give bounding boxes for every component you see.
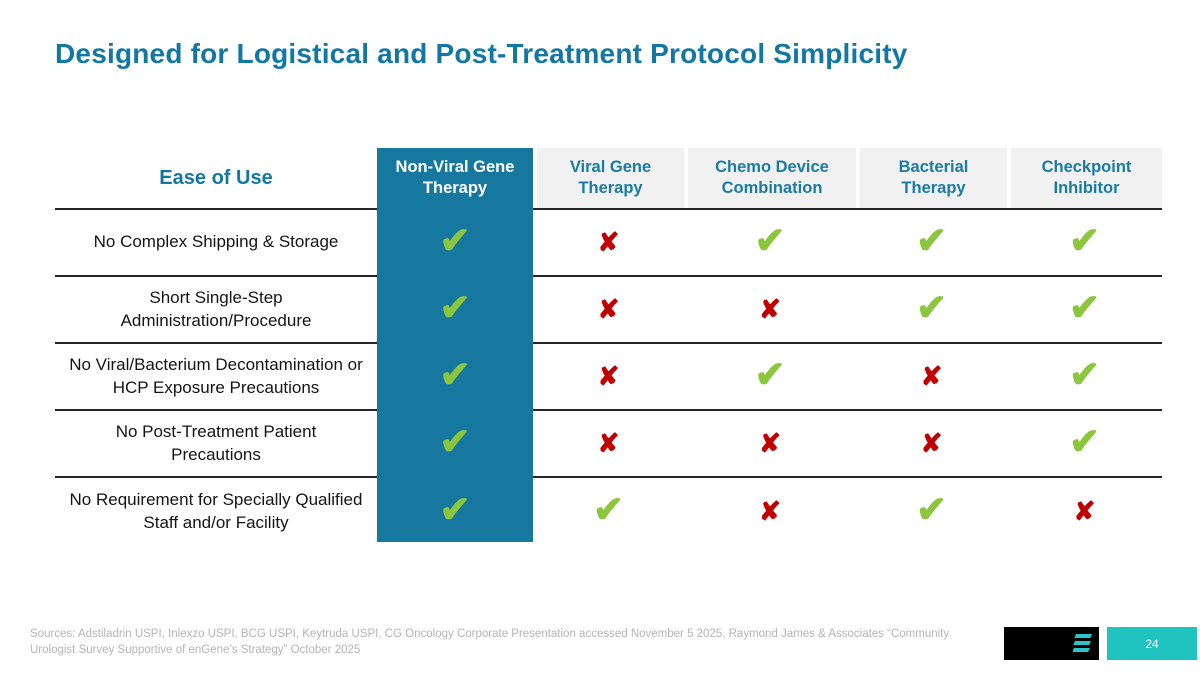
table-header-row: Ease of Use Non-Viral Gene Therapy Viral G… [55,148,1162,210]
sources-text: Sources: Adstiladrin USPI, Inlexzo USPI,… [30,628,950,656]
check-icon: ✔ [439,287,471,328]
highlighted-column-band [377,148,533,542]
check-icon: ✔ [1068,354,1100,395]
check-icon: ✔ [1068,220,1100,261]
check-icon: ✔ [439,489,471,530]
page-title: Designed for Logistical and Post-Treatme… [55,38,908,69]
check-icon: ✔ [439,421,471,462]
check-icon: ✔ [915,287,947,328]
column-header: Chemo Device Combination [684,148,856,208]
cross-icon: ✘ [597,227,620,257]
cross-icon: ✘ [597,428,620,458]
column-header: Checkpoint Inhibitor [1007,148,1162,208]
table-row: No Complex Shipping & Storage ✔ ✘ ✔ ✔ ✔ [55,210,1162,277]
check-icon: ✔ [915,489,947,530]
table-row: No Viral/Bacterium Decontamination or HC… [55,344,1162,411]
cross-icon: ✘ [597,361,620,391]
cross-icon: ✘ [759,496,781,526]
check-icon: ✔ [754,354,786,395]
column-header: Non-Viral Gene Therapy [395,158,515,197]
cross-icon: ✘ [759,294,781,324]
row-label: Short Single-Step Administration/Procedu… [120,288,312,330]
column-header: Bacterial Therapy [856,148,1007,208]
column-header: Viral Gene Therapy [533,148,684,208]
row-label: No Post-Treatment Patient Precautions [115,422,317,464]
page-number: 24 [1107,627,1197,660]
table-row: No Post-Treatment Patient Precautions ✔ ✘ ✘… [55,411,1162,478]
check-icon: ✔ [915,220,947,261]
row-label: No Viral/Bacterium Decontamination or HC… [69,355,363,397]
table-row: Short Single-Step Administration/Procedu… [55,277,1162,344]
row-label: No Requirement for Specially Qualified S… [69,490,363,532]
logo-mark-icon [1073,633,1093,652]
row-label: No Complex Shipping & Storage [93,232,339,252]
cross-icon: ✘ [597,294,620,324]
check-icon: ✔ [754,220,786,261]
company-logo [1004,627,1099,660]
table-body: No Complex Shipping & Storage ✔ ✘ ✔ ✔ ✔ Short … [55,210,1162,545]
cross-icon: ✘ [920,428,943,458]
cross-icon: ✘ [759,428,781,458]
check-icon: ✔ [439,354,471,395]
table-row: No Requirement for Specially Qualified S… [55,478,1162,545]
check-icon: ✔ [1068,421,1100,462]
cross-icon: ✘ [1073,496,1096,526]
column-header-ease-of-use: Ease of Use [159,166,273,189]
check-icon: ✔ [592,489,624,530]
cross-icon: ✘ [920,361,943,391]
comparison-table: Ease of Use Non-Viral Gene Therapy Viral G… [55,148,1162,545]
check-icon: ✔ [439,220,471,261]
check-icon: ✔ [1068,287,1100,328]
